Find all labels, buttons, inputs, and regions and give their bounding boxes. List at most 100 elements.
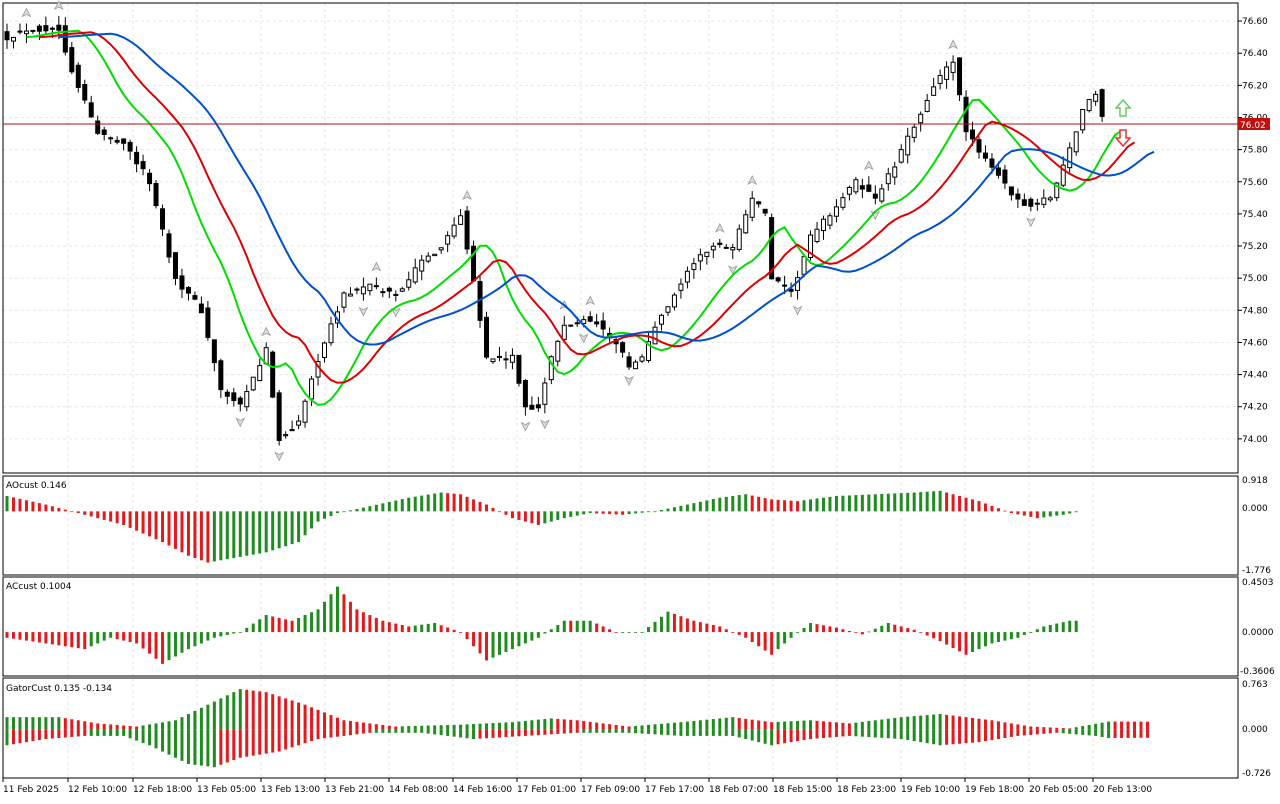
ac-bar <box>1055 623 1059 633</box>
ac-bar <box>148 632 152 654</box>
gator-lower-bar <box>128 729 132 739</box>
candle-body <box>775 277 781 282</box>
candle-body <box>4 31 10 41</box>
candle-body <box>833 206 839 217</box>
ac-bar <box>595 623 599 633</box>
gator-upper-bar <box>109 724 113 730</box>
ac-bar <box>57 632 61 646</box>
ao-panel-frame <box>2 475 1239 576</box>
gator-upper-bar <box>433 725 437 730</box>
gator-lower-bar <box>1042 729 1046 734</box>
ao-bar <box>135 511 139 531</box>
ac-bar <box>659 616 663 633</box>
gator-lower-bar <box>815 729 819 739</box>
gator-upper-bar <box>990 720 994 730</box>
gator-upper-bar <box>284 698 288 730</box>
gator-lower-bar <box>284 729 288 750</box>
ao-bar <box>1061 511 1065 515</box>
candle-body <box>574 322 580 325</box>
gator-upper-bar <box>135 726 139 730</box>
gator-lower-bar <box>770 729 774 746</box>
gator-lower-bar <box>1113 729 1117 738</box>
gator-upper-bar <box>264 692 268 730</box>
ao-bar <box>310 511 314 529</box>
ac-bar <box>439 625 443 633</box>
candle-body <box>963 96 969 133</box>
ac-bar <box>517 632 521 647</box>
x-tick-label: 17 Feb 17:00 <box>645 785 704 795</box>
candle-body <box>231 392 237 402</box>
candle-body <box>736 228 742 250</box>
gator-lower-bar <box>115 729 119 736</box>
fractal-up-icon <box>585 295 596 306</box>
gator-lower-bar <box>536 729 540 736</box>
candle-body <box>88 102 94 118</box>
ao-bar <box>426 494 430 512</box>
ao-bar <box>938 490 942 512</box>
candle-body <box>1060 164 1066 186</box>
gator-upper-bar <box>485 723 489 730</box>
candle-body <box>49 27 55 30</box>
gator-upper-bar <box>381 724 385 730</box>
gator-lower-bar <box>828 729 832 738</box>
fractal-up-icon <box>948 39 958 50</box>
gator-lower-bar <box>556 729 560 734</box>
gator-upper-bar <box>925 715 929 730</box>
gator-lower-bar <box>608 729 612 733</box>
ao-bar <box>271 511 275 551</box>
candle-body <box>924 99 930 112</box>
ao-bar <box>1003 510 1007 512</box>
ao-bar <box>400 499 404 512</box>
candle-body <box>937 75 943 84</box>
gator-lower-bar <box>821 729 825 738</box>
gator-upper-bar <box>446 725 450 730</box>
gator-lower-bar <box>523 729 527 736</box>
candle-body <box>1073 131 1079 153</box>
ao-bar <box>251 511 255 555</box>
candle-body <box>918 113 924 124</box>
ac-bar <box>841 629 845 633</box>
gator-upper-bar <box>860 721 864 730</box>
gator-lower-bar <box>809 729 813 740</box>
x-tick-label: 14 Feb 08:00 <box>389 785 448 795</box>
candle-body <box>121 138 127 144</box>
gator-lower-bar <box>173 729 177 758</box>
gator-upper-bar <box>141 725 145 730</box>
ao-bar <box>621 511 625 515</box>
y-tick-label: 76.20 <box>1242 81 1268 91</box>
candle-body <box>684 270 690 283</box>
gator-upper-bar <box>368 723 372 730</box>
gator-lower-bar <box>290 729 294 748</box>
ao-bar <box>932 491 936 512</box>
ac-bar <box>96 632 100 644</box>
gator-lower-bar <box>238 729 242 758</box>
ao-bar <box>821 497 825 512</box>
candle-body <box>205 307 211 338</box>
candle-body <box>950 61 956 73</box>
ac-bar <box>938 632 942 642</box>
gator-lower-bar <box>1048 729 1052 734</box>
gator-lower-bar <box>394 729 398 733</box>
ac-bar <box>232 632 236 634</box>
ao-bar <box>109 511 113 522</box>
ao-bar <box>640 511 644 513</box>
ao-bar <box>394 500 398 512</box>
time-axis[interactable]: 11 Feb 2025 12 Feb 10:00 12 Feb 18:00 13 Fe… <box>2 778 1152 795</box>
ac-bar <box>562 620 566 633</box>
candle-body <box>1008 186 1014 196</box>
ao-bar <box>718 497 722 512</box>
gator-upper-bar <box>504 722 508 730</box>
candle-body <box>412 267 418 283</box>
ac-bar <box>128 632 132 643</box>
gator-upper-bar <box>400 726 404 730</box>
gator-lower-bar <box>679 729 683 736</box>
candle-body <box>386 287 392 292</box>
gator-upper-bar <box>439 725 443 730</box>
ao-axis-zero: 0.000 <box>1242 504 1268 514</box>
candle-body <box>62 25 68 53</box>
gator-lower-bar <box>219 729 223 765</box>
gator-upper-bar <box>815 720 819 730</box>
candle-body <box>257 365 263 382</box>
